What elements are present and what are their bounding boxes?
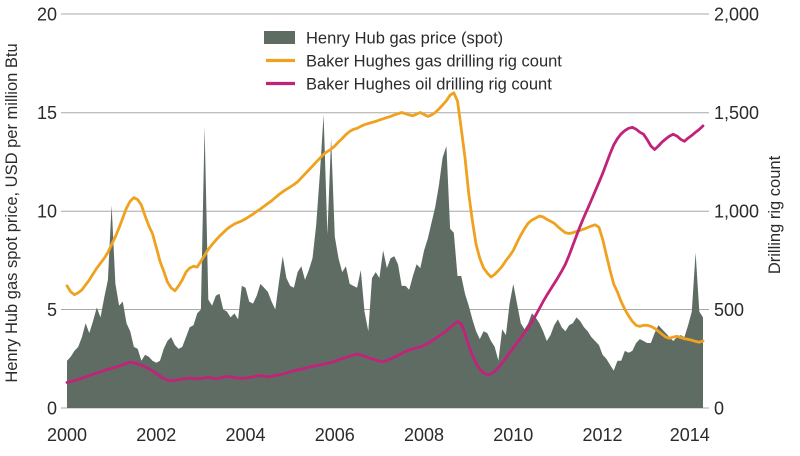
series-oil-rigs-line xyxy=(65,124,705,384)
x-tick-2008: 2008 xyxy=(404,425,444,445)
right-tick-500: 500 xyxy=(714,300,744,320)
x-tick-2012: 2012 xyxy=(582,425,622,445)
x-tick-2002: 2002 xyxy=(136,425,176,445)
left-tick-20: 20 xyxy=(37,5,57,25)
x-tick-2004: 2004 xyxy=(225,425,265,445)
right-axis-tick-labels: 0 500 1,000 1,500 2,000 xyxy=(714,5,759,419)
legend-label-oil-rigs: Baker Hughes oil drilling rig count xyxy=(306,76,552,94)
left-tick-10: 10 xyxy=(37,202,57,222)
x-tick-2014: 2014 xyxy=(670,425,710,445)
right-tick-1000: 1,000 xyxy=(714,202,759,222)
left-axis-tick-labels: 0 5 10 15 20 xyxy=(37,5,57,419)
legend: Henry Hub gas price (spot) Baker Hughes … xyxy=(264,30,562,94)
x-tick-2000: 2000 xyxy=(47,425,87,445)
legend-label-gas-price: Henry Hub gas price (spot) xyxy=(306,30,503,48)
series-gas-price-area xyxy=(67,114,703,408)
right-tick-1500: 1,500 xyxy=(714,103,759,123)
x-tick-2006: 2006 xyxy=(315,425,355,445)
left-axis-title: Henry Hub gas spot price, USD per millio… xyxy=(3,43,21,382)
x-tick-2010: 2010 xyxy=(493,425,533,445)
series-gas-rigs-line xyxy=(65,91,705,344)
legend-swatch-gas-price xyxy=(264,31,295,44)
x-axis-tick-labels: 2000 2002 2004 2006 2008 2010 2012 2014 xyxy=(47,425,710,445)
left-tick-15: 15 xyxy=(37,103,57,123)
series-group xyxy=(65,91,705,408)
left-tick-0: 0 xyxy=(47,399,57,419)
left-tick-5: 5 xyxy=(47,300,57,320)
right-tick-0: 0 xyxy=(714,399,724,419)
legend-label-gas-rigs: Baker Hughes gas drilling rig count xyxy=(306,53,562,71)
right-axis-title: Drilling rig count xyxy=(766,155,784,274)
right-tick-2000: 2,000 xyxy=(714,5,759,25)
